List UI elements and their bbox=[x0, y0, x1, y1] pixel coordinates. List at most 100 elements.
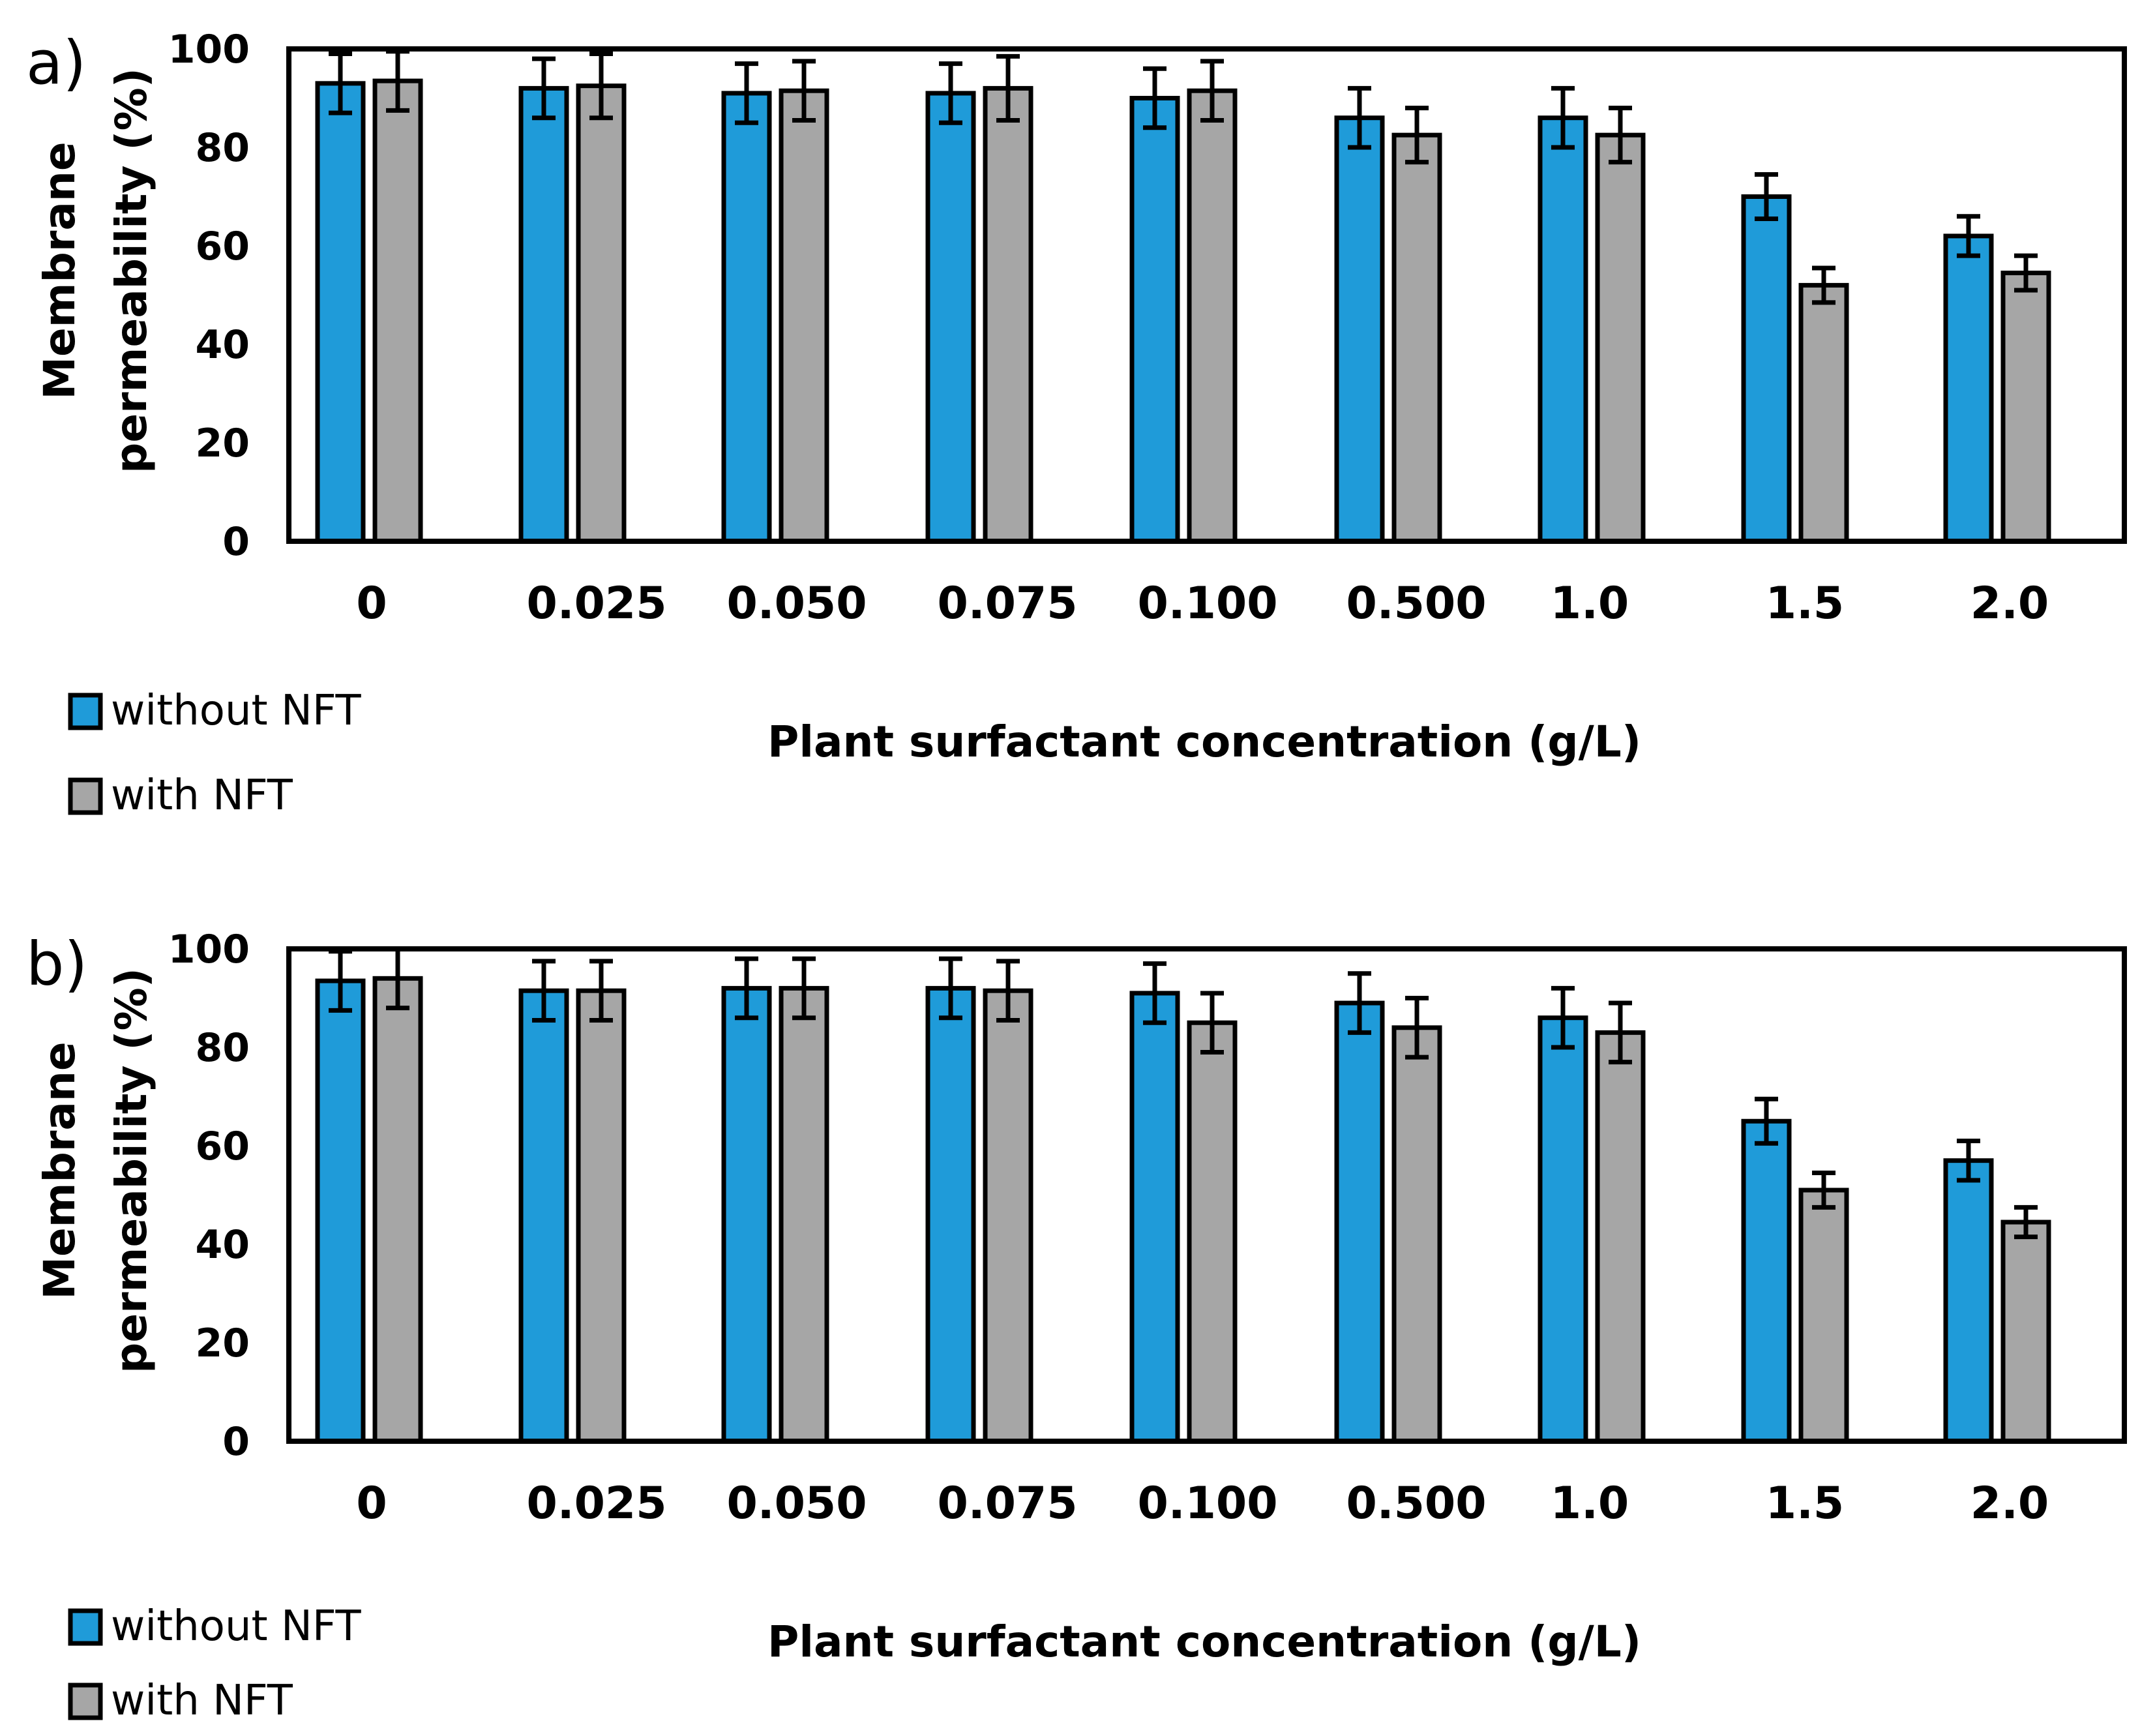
bar-with-nft bbox=[1187, 1020, 1238, 1444]
panel-b-y-tick-label: 80 bbox=[196, 1025, 250, 1071]
error-bar-without-nft bbox=[939, 61, 962, 125]
bar-without-nft bbox=[925, 91, 976, 544]
bar-with-nft bbox=[1798, 282, 1849, 544]
bar-without-nft bbox=[925, 985, 976, 1444]
panel-a-y-tick-label: 80 bbox=[196, 125, 250, 171]
bar-without-nft bbox=[1943, 1158, 1994, 1444]
panel-b-x-tick-label: 0.500 bbox=[1346, 1478, 1486, 1529]
bar-with-nft bbox=[1595, 1030, 1646, 1444]
bar-with-nft bbox=[983, 988, 1033, 1444]
bar-with-nft bbox=[1391, 132, 1442, 544]
bar-without-nft bbox=[1538, 1015, 1588, 1444]
panel-a-y-tick-label: 20 bbox=[196, 421, 250, 466]
panel-a-x-ticks: 0 0.025 0.050 0.075 0.100 0.500 1.0 1.5 2.0 bbox=[356, 578, 2049, 629]
error-bar-without-nft bbox=[1755, 1096, 1778, 1146]
panel-b-legend-label-with-nft: with NFT bbox=[111, 1677, 293, 1725]
error-bar-without-nft bbox=[735, 956, 758, 1021]
panel-a-y-ticks: 0 20 40 60 80 100 bbox=[168, 27, 250, 565]
panel-a-legend-swatch-with-nft bbox=[68, 777, 103, 815]
bar-without-nft bbox=[315, 978, 366, 1444]
bar-with-nft bbox=[1798, 1188, 1849, 1444]
panel-b-legend-swatch-without-nft bbox=[68, 1608, 103, 1646]
panel-b-x-axis-label: Plant surfactant concentration (g/L) bbox=[767, 1617, 1641, 1667]
bar-with-nft bbox=[1595, 132, 1646, 544]
error-bar-without-nft bbox=[532, 959, 556, 1023]
bar-with-nft bbox=[576, 83, 627, 544]
bar-without-nft bbox=[1334, 115, 1385, 544]
panel-a-plot-frame bbox=[286, 46, 2127, 544]
bar-with-nft bbox=[983, 85, 1033, 544]
panel-b-legend: without NFT with NFT bbox=[68, 1602, 362, 1725]
panel-a-x-tick-label: 1.5 bbox=[1766, 578, 1844, 629]
error-bar-without-nft bbox=[939, 956, 962, 1021]
panel-b-plot-frame bbox=[286, 946, 2127, 1444]
bar-without-nft bbox=[518, 85, 569, 544]
panel-a-y-tick-label: 60 bbox=[196, 224, 250, 269]
error-bar-with-nft bbox=[996, 959, 1020, 1023]
bar-with-nft bbox=[779, 985, 829, 1444]
panel-a-x-tick-label: 0 bbox=[356, 578, 387, 629]
panel-a-legend-label-with-nft: with NFT bbox=[111, 771, 293, 820]
error-bar-without-nft bbox=[1551, 85, 1575, 150]
panel-a-legend: without NFT with NFT bbox=[68, 687, 362, 820]
error-bar-with-nft bbox=[589, 959, 613, 1023]
panel-b-bars bbox=[315, 946, 2051, 1444]
bar-without-nft bbox=[1741, 1118, 1792, 1444]
panel-b-x-tick-label: 0.075 bbox=[937, 1478, 1077, 1529]
error-bar-with-nft bbox=[792, 59, 816, 123]
bar-without-nft bbox=[1334, 1000, 1385, 1444]
panel-a-y-axis-label: Membrane permeability (%) bbox=[35, 68, 156, 473]
panel-a-ylabel-line2: permeability (%) bbox=[106, 68, 156, 473]
panel-b-ylabel-line2: permeability (%) bbox=[106, 968, 156, 1373]
panel-b-legend-label-without-nft: without NFT bbox=[111, 1602, 362, 1651]
panel-b-y-tick-label: 0 bbox=[222, 1419, 250, 1465]
panel-a-x-tick-label: 0.025 bbox=[526, 578, 666, 629]
error-bar-with-nft bbox=[1812, 1171, 1835, 1210]
panel-b-x-tick-label: 0 bbox=[356, 1478, 387, 1529]
bar-without-nft bbox=[1943, 233, 1994, 544]
bar-with-nft bbox=[2000, 271, 2051, 544]
bar-without-nft bbox=[1538, 115, 1588, 544]
panel-b-y-axis-label: Membrane permeability (%) bbox=[35, 968, 156, 1373]
panel-a-y-tick-label: 0 bbox=[222, 519, 250, 565]
error-bar-with-nft bbox=[1405, 106, 1429, 165]
panel-b-y-tick-label: 100 bbox=[168, 927, 250, 972]
error-bar-without-nft bbox=[1143, 961, 1167, 1025]
panel-b-y-tick-label: 60 bbox=[196, 1124, 250, 1169]
panel-b-ylabel-line1: Membrane bbox=[35, 1041, 85, 1299]
error-bar-without-nft bbox=[1957, 1138, 1980, 1183]
panel-b-label: b) bbox=[26, 929, 87, 999]
error-bar-with-nft bbox=[589, 52, 613, 121]
bar-without-nft bbox=[1741, 194, 1792, 544]
panel-a-ylabel-line1: Membrane bbox=[35, 142, 85, 399]
error-bar-without-nft bbox=[1143, 66, 1167, 130]
panel-a-x-axis-label: Plant surfactant concentration (g/L) bbox=[767, 717, 1641, 767]
error-bar-with-nft bbox=[1200, 991, 1224, 1055]
bar-without-nft bbox=[518, 988, 569, 1444]
panel-b-y-tick-label: 40 bbox=[196, 1222, 250, 1268]
error-bar-with-nft bbox=[996, 53, 1020, 123]
bar-without-nft bbox=[1129, 991, 1180, 1444]
bar-with-nft bbox=[372, 976, 423, 1444]
error-bar-without-nft bbox=[1348, 85, 1371, 150]
bar-without-nft bbox=[721, 985, 772, 1444]
bar-without-nft bbox=[1129, 96, 1180, 544]
panel-b-x-tick-label: 1.0 bbox=[1551, 1478, 1629, 1529]
error-bar-without-nft bbox=[735, 61, 758, 125]
error-bar-without-nft bbox=[1957, 214, 1980, 258]
panel-a-y-tick-label: 100 bbox=[168, 27, 250, 72]
bar-with-nft bbox=[1187, 88, 1238, 544]
panel-a-x-tick-label: 0.500 bbox=[1346, 578, 1486, 629]
panel-b-x-ticks: 0 0.025 0.050 0.075 0.100 0.500 1.0 1.5 2.0 bbox=[356, 1478, 2049, 1529]
panel-a-y-tick-label: 40 bbox=[196, 322, 250, 368]
panel-a-x-tick-label: 1.0 bbox=[1551, 578, 1629, 629]
error-bar-with-nft bbox=[792, 956, 816, 1021]
panel-b-x-tick-label: 0.050 bbox=[726, 1478, 867, 1529]
panel-a-x-tick-label: 2.0 bbox=[1970, 578, 2049, 629]
panel-a-label: a) bbox=[26, 28, 86, 98]
panel-a-legend-swatch-without-nft bbox=[68, 693, 103, 730]
bar-with-nft bbox=[2000, 1220, 2051, 1444]
panel-b-y-tick-label: 20 bbox=[196, 1321, 250, 1366]
error-bar-with-nft bbox=[1812, 265, 1835, 305]
